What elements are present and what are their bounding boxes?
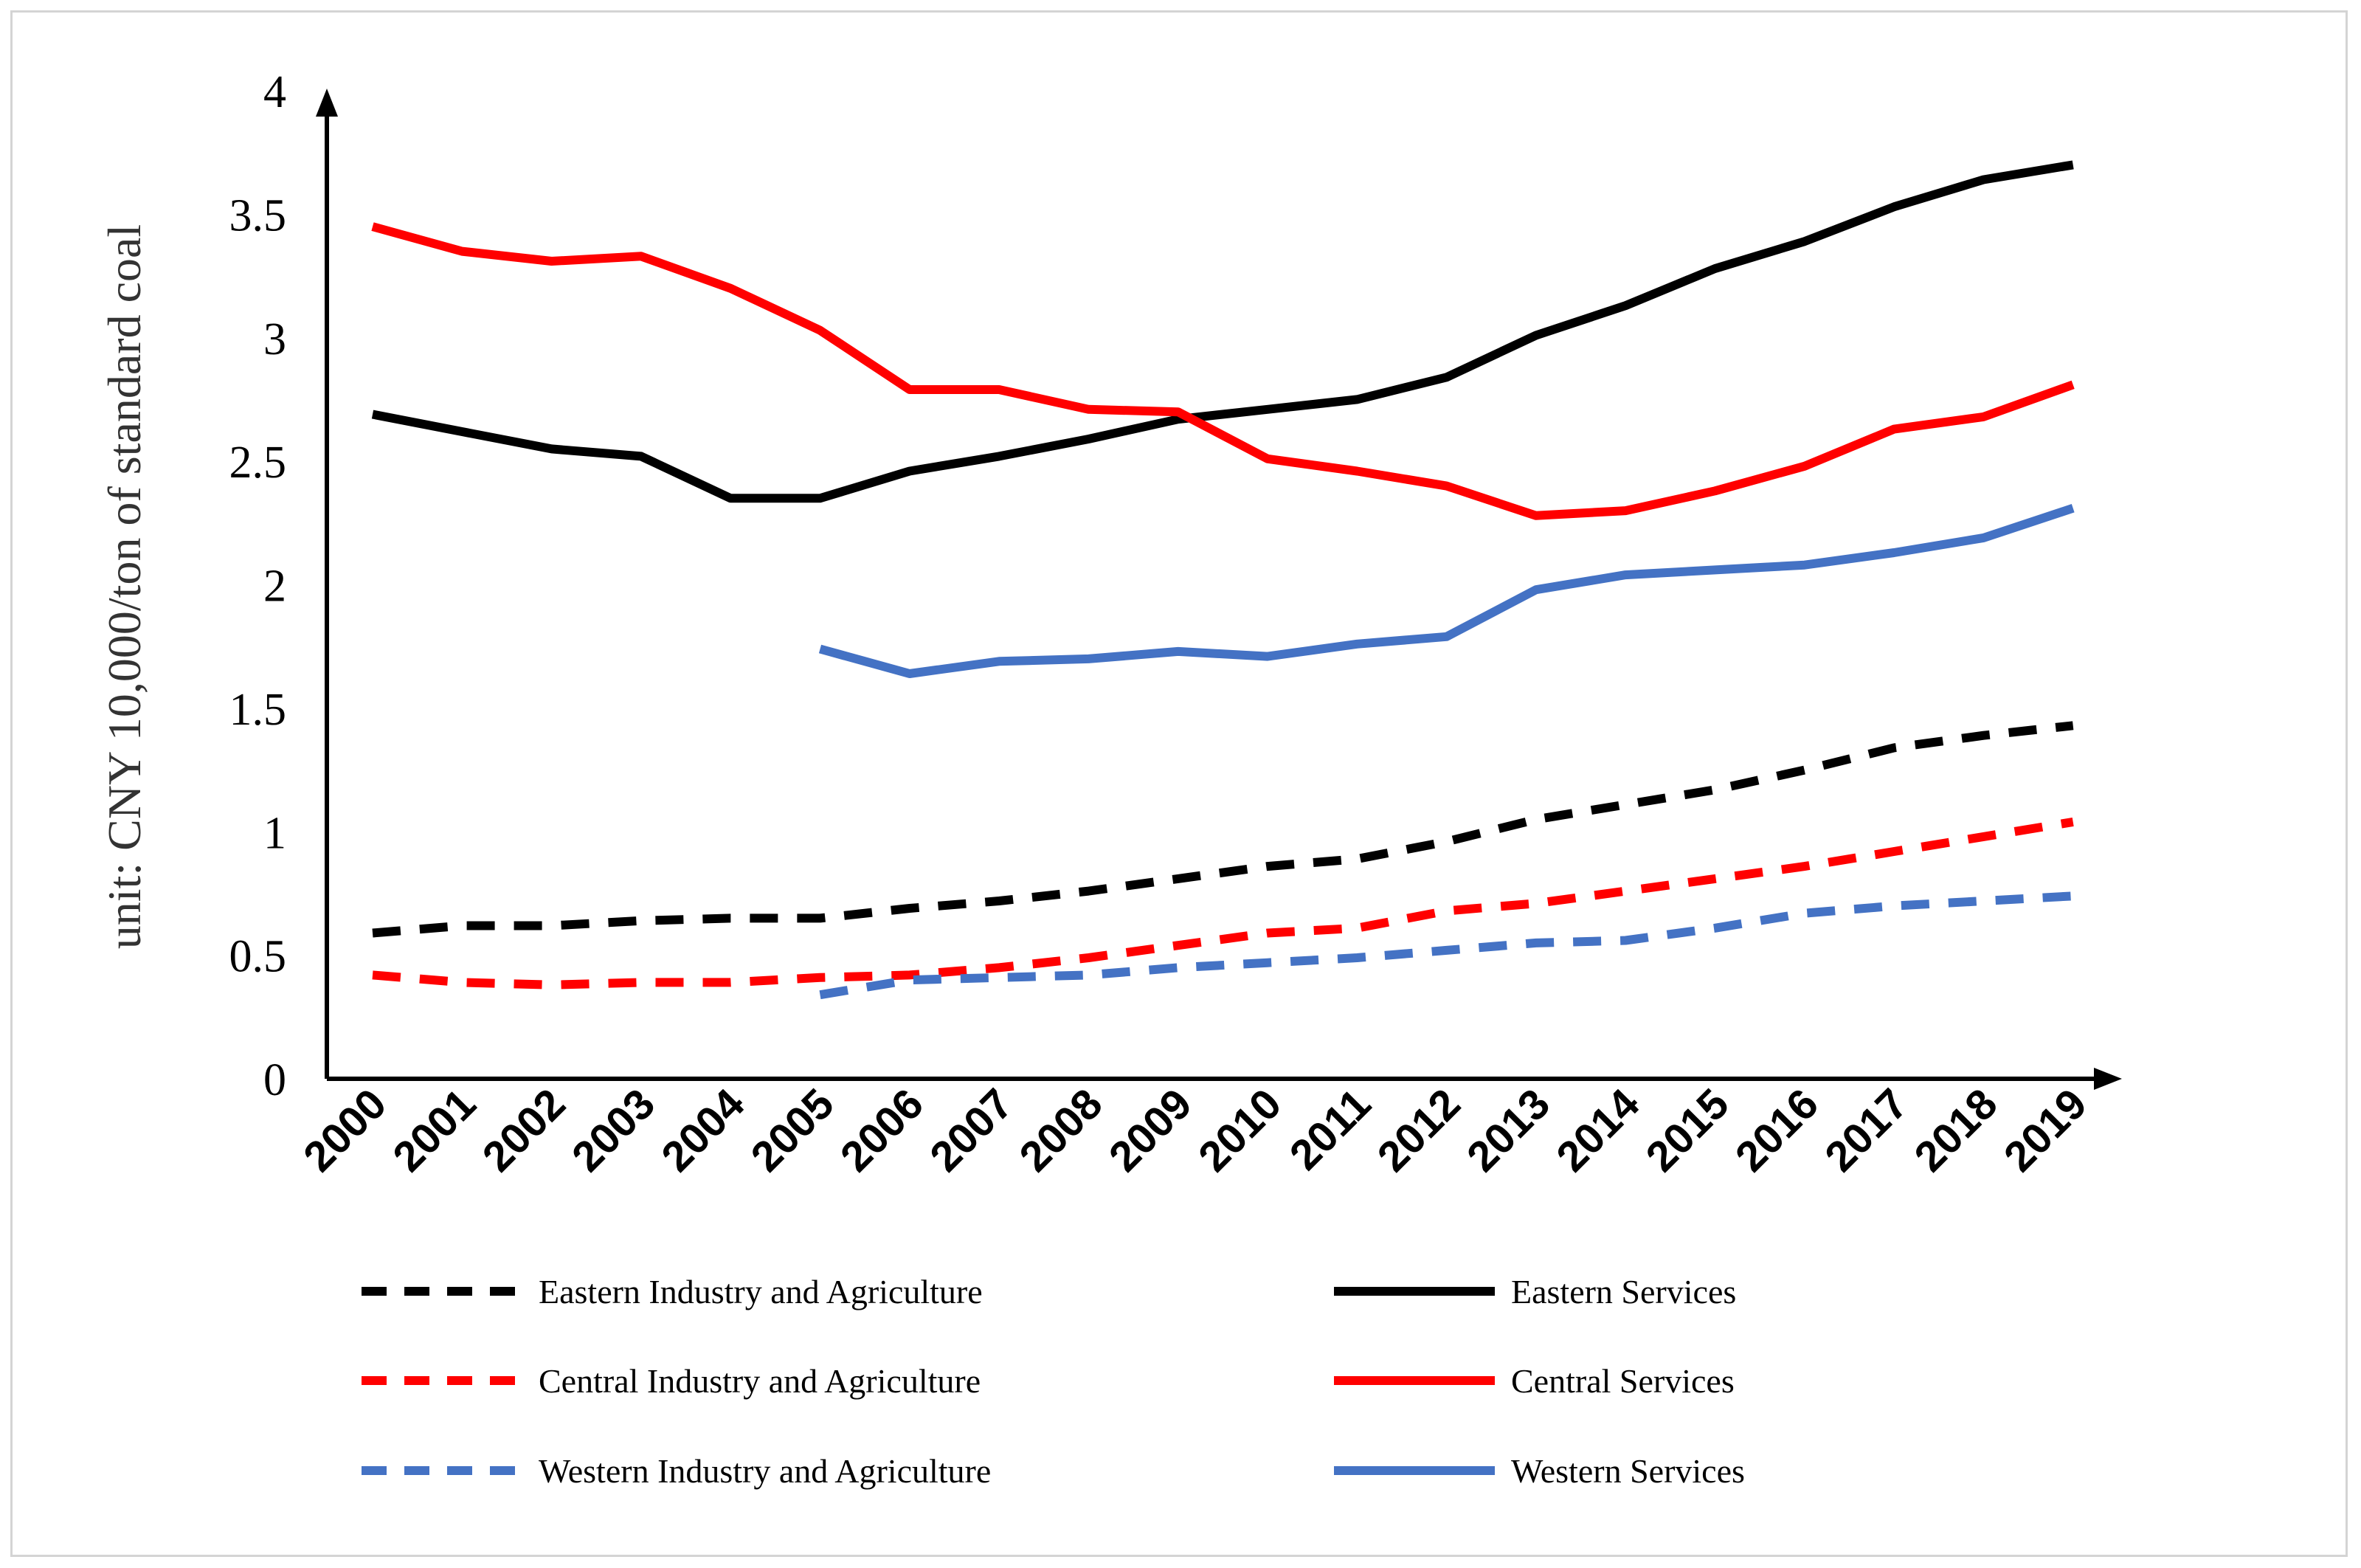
x-tick-label: 2019 bbox=[1995, 1080, 2096, 1181]
series-line bbox=[371, 222, 2075, 520]
x-tick-labels: 2000200120022003200420052006200720082009… bbox=[294, 1080, 2096, 1181]
x-tick-label: 2014 bbox=[1547, 1080, 1648, 1181]
x-tick-label: 2017 bbox=[1816, 1080, 1917, 1181]
y-tick-label: 3.5 bbox=[229, 190, 287, 241]
y-tick-label: 0.5 bbox=[229, 932, 287, 982]
x-tick-label: 2002 bbox=[474, 1080, 575, 1181]
y-tick-label: 1.5 bbox=[229, 685, 287, 735]
y-axis-arrow bbox=[316, 89, 338, 117]
x-tick-label: 2016 bbox=[1726, 1080, 1828, 1181]
x-tick-label: 2001 bbox=[384, 1080, 485, 1181]
y-tick-label: 4 bbox=[263, 67, 286, 117]
legend-item: Western Services bbox=[1334, 1452, 1745, 1490]
axes bbox=[316, 89, 2122, 1090]
x-tick-label: 2018 bbox=[1905, 1080, 2006, 1181]
x-tick-label: 2004 bbox=[652, 1080, 753, 1181]
legend-label: Eastern Industry and Agriculture bbox=[539, 1273, 983, 1310]
x-tick-label: 2003 bbox=[563, 1080, 664, 1181]
legend-label: Eastern Services bbox=[1511, 1273, 1736, 1310]
legend-item: Eastern Industry and Agriculture bbox=[362, 1273, 983, 1310]
series-line bbox=[372, 817, 2074, 990]
x-axis-arrow bbox=[2094, 1068, 2122, 1090]
x-tick-label: 2012 bbox=[1369, 1080, 1470, 1181]
x-tick-label: 2000 bbox=[294, 1080, 395, 1181]
legend: Eastern Industry and Agriculture Eastern … bbox=[362, 1273, 1745, 1490]
legend-item: Western Industry and Agriculture bbox=[362, 1452, 991, 1490]
x-tick-label: 2011 bbox=[1281, 1080, 1380, 1179]
y-tick-labels: 0 0.5 1 1.5 2 2.5 3 3.5 4 bbox=[229, 67, 287, 1105]
y-tick-label: 2.5 bbox=[229, 438, 287, 488]
legend-label: Western Services bbox=[1511, 1452, 1745, 1490]
y-tick-label: 0 bbox=[263, 1055, 286, 1105]
chart-frame bbox=[10, 10, 2348, 1557]
x-tick-label: 2008 bbox=[1010, 1080, 1111, 1181]
y-tick-label: 3 bbox=[263, 314, 286, 365]
x-tick-label: 2015 bbox=[1636, 1080, 1738, 1181]
legend-label: Central Industry and Agriculture bbox=[539, 1362, 981, 1400]
series-line bbox=[819, 891, 2074, 1000]
legend-item: Central Services bbox=[1334, 1362, 1735, 1400]
y-tick-label: 2 bbox=[263, 562, 286, 612]
series-line bbox=[371, 160, 2074, 503]
legend-item: Eastern Services bbox=[1334, 1273, 1736, 1310]
y-tick-label: 1 bbox=[263, 808, 286, 858]
x-tick-label: 2010 bbox=[1189, 1080, 1290, 1181]
legend-label: Western Industry and Agriculture bbox=[539, 1452, 991, 1490]
x-tick-label: 2007 bbox=[921, 1080, 1022, 1181]
legend-label: Central Services bbox=[1511, 1362, 1735, 1400]
series-line bbox=[818, 504, 2075, 678]
x-tick-label: 2009 bbox=[1100, 1080, 1201, 1181]
x-tick-label: 2006 bbox=[832, 1080, 933, 1181]
series-lines bbox=[371, 160, 2075, 1000]
x-tick-label: 2005 bbox=[742, 1080, 843, 1181]
series-line bbox=[372, 721, 2074, 938]
x-tick-label: 2013 bbox=[1458, 1080, 1559, 1181]
y-axis-label: unit: CNY 10,000/ton of standard coal bbox=[98, 224, 151, 949]
legend-item: Central Industry and Agriculture bbox=[362, 1362, 981, 1400]
